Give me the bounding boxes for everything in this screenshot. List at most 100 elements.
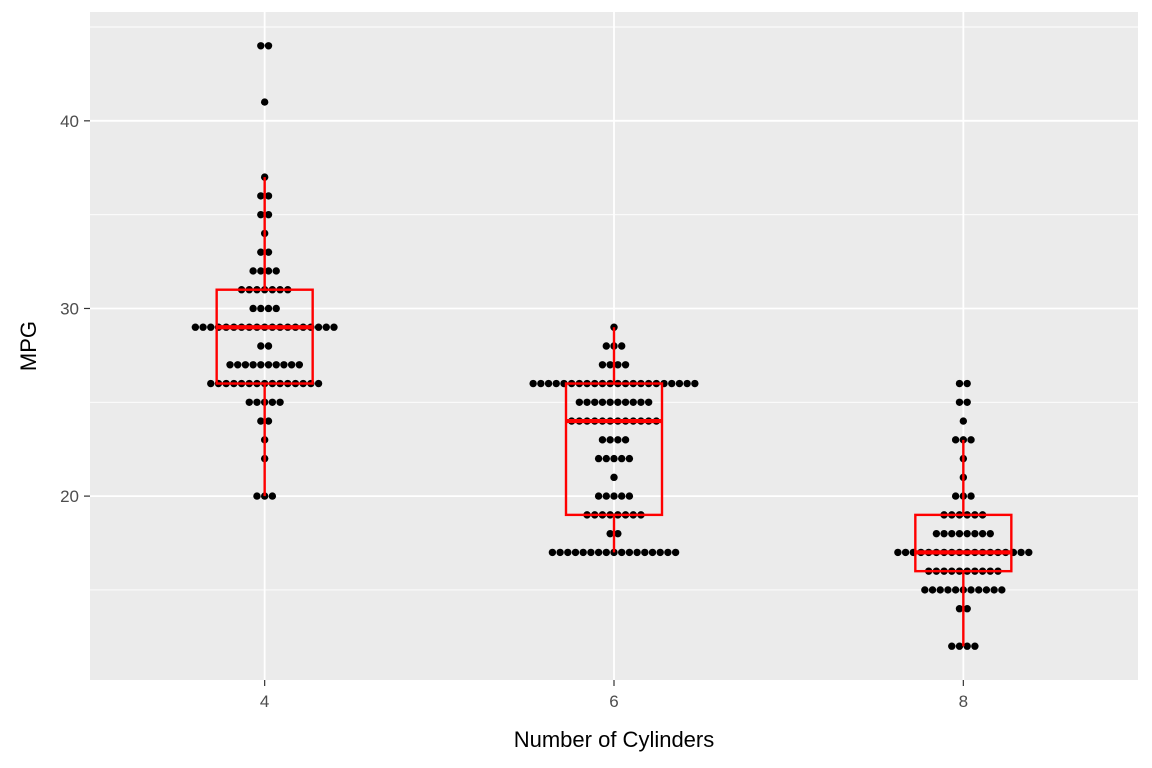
- dot: [675, 379, 684, 388]
- dot: [614, 529, 622, 538]
- y-tick-label: 20: [60, 487, 79, 506]
- dot: [986, 529, 994, 538]
- y-tick-label: 30: [60, 299, 79, 318]
- dot: [621, 436, 630, 444]
- dot: [641, 548, 649, 557]
- dot: [314, 379, 323, 388]
- dot: [548, 548, 557, 557]
- dot: [241, 361, 250, 369]
- dot: [621, 361, 630, 369]
- dot: [963, 642, 971, 650]
- dot: [625, 492, 634, 500]
- dot: [948, 642, 956, 650]
- x-tick-label: 8: [959, 692, 968, 711]
- dot: [610, 473, 618, 482]
- dot: [975, 586, 983, 594]
- dot: [257, 267, 265, 275]
- boxplot-4: [215, 177, 314, 497]
- dot: [614, 398, 622, 406]
- dot: [257, 42, 265, 50]
- dot: [598, 361, 607, 369]
- dot: [618, 492, 626, 500]
- dot: [575, 398, 584, 406]
- dot: [594, 492, 603, 500]
- dot: [901, 548, 910, 557]
- dot: [571, 548, 580, 557]
- dot: [963, 604, 971, 613]
- dot: [671, 548, 680, 557]
- dot: [191, 323, 200, 331]
- dot: [1025, 548, 1033, 557]
- dot: [199, 323, 207, 331]
- dot: [971, 529, 979, 538]
- dot: [207, 323, 215, 331]
- y-axis-title: MPG: [16, 321, 41, 371]
- dot: [264, 192, 273, 200]
- dot: [955, 529, 964, 538]
- dot: [249, 361, 257, 369]
- dot: [602, 492, 610, 500]
- dot: [598, 436, 607, 444]
- dot: [234, 361, 242, 369]
- dot: [959, 417, 968, 425]
- boxplot-6: [564, 327, 664, 553]
- dot: [268, 398, 277, 406]
- dot: [948, 529, 956, 538]
- dot: [951, 436, 960, 444]
- dot: [264, 42, 273, 50]
- dot: [894, 548, 902, 557]
- dot: [951, 586, 960, 594]
- dot: [544, 379, 553, 388]
- dot: [637, 398, 645, 406]
- dot: [280, 361, 288, 369]
- dot: [226, 361, 234, 369]
- y-tick-label: 40: [60, 112, 79, 131]
- box-iqr: [564, 382, 664, 517]
- dot: [264, 361, 273, 369]
- dot: [245, 398, 253, 406]
- dot: [629, 398, 637, 406]
- box-iqr: [215, 288, 314, 385]
- dot: [610, 454, 618, 463]
- dot: [633, 548, 641, 557]
- dot: [955, 398, 964, 406]
- dot: [691, 379, 699, 388]
- dot: [610, 492, 618, 500]
- dot: [268, 492, 277, 500]
- dot: [272, 267, 280, 275]
- dot: [249, 267, 257, 275]
- dot: [1017, 548, 1025, 557]
- dot: [618, 454, 626, 463]
- dot: [967, 436, 975, 444]
- dot: [621, 398, 630, 406]
- dot: [614, 361, 622, 369]
- dot: [552, 379, 560, 388]
- dot: [556, 548, 564, 557]
- dot: [967, 492, 975, 500]
- dot: [537, 379, 545, 388]
- dot: [955, 379, 964, 388]
- dot: [253, 492, 261, 500]
- dot: [295, 361, 304, 369]
- dot: [998, 586, 1006, 594]
- dot: [614, 436, 622, 444]
- boxplot-layer: [215, 177, 1013, 647]
- dot: [594, 454, 603, 463]
- dot: [963, 398, 971, 406]
- dot: [594, 548, 603, 557]
- dot: [264, 417, 273, 425]
- boxplot-8: [914, 439, 1013, 647]
- dot: [959, 436, 968, 444]
- dot: [618, 342, 626, 350]
- dot: [602, 454, 610, 463]
- dot: [249, 304, 257, 313]
- dot: [944, 586, 952, 594]
- dot: [587, 548, 595, 557]
- dot: [314, 323, 323, 331]
- dot: [664, 548, 672, 557]
- dot: [644, 398, 653, 406]
- dot: [955, 642, 964, 650]
- dot: [656, 548, 664, 557]
- x-tick-label: 4: [260, 692, 269, 711]
- dot: [322, 323, 330, 331]
